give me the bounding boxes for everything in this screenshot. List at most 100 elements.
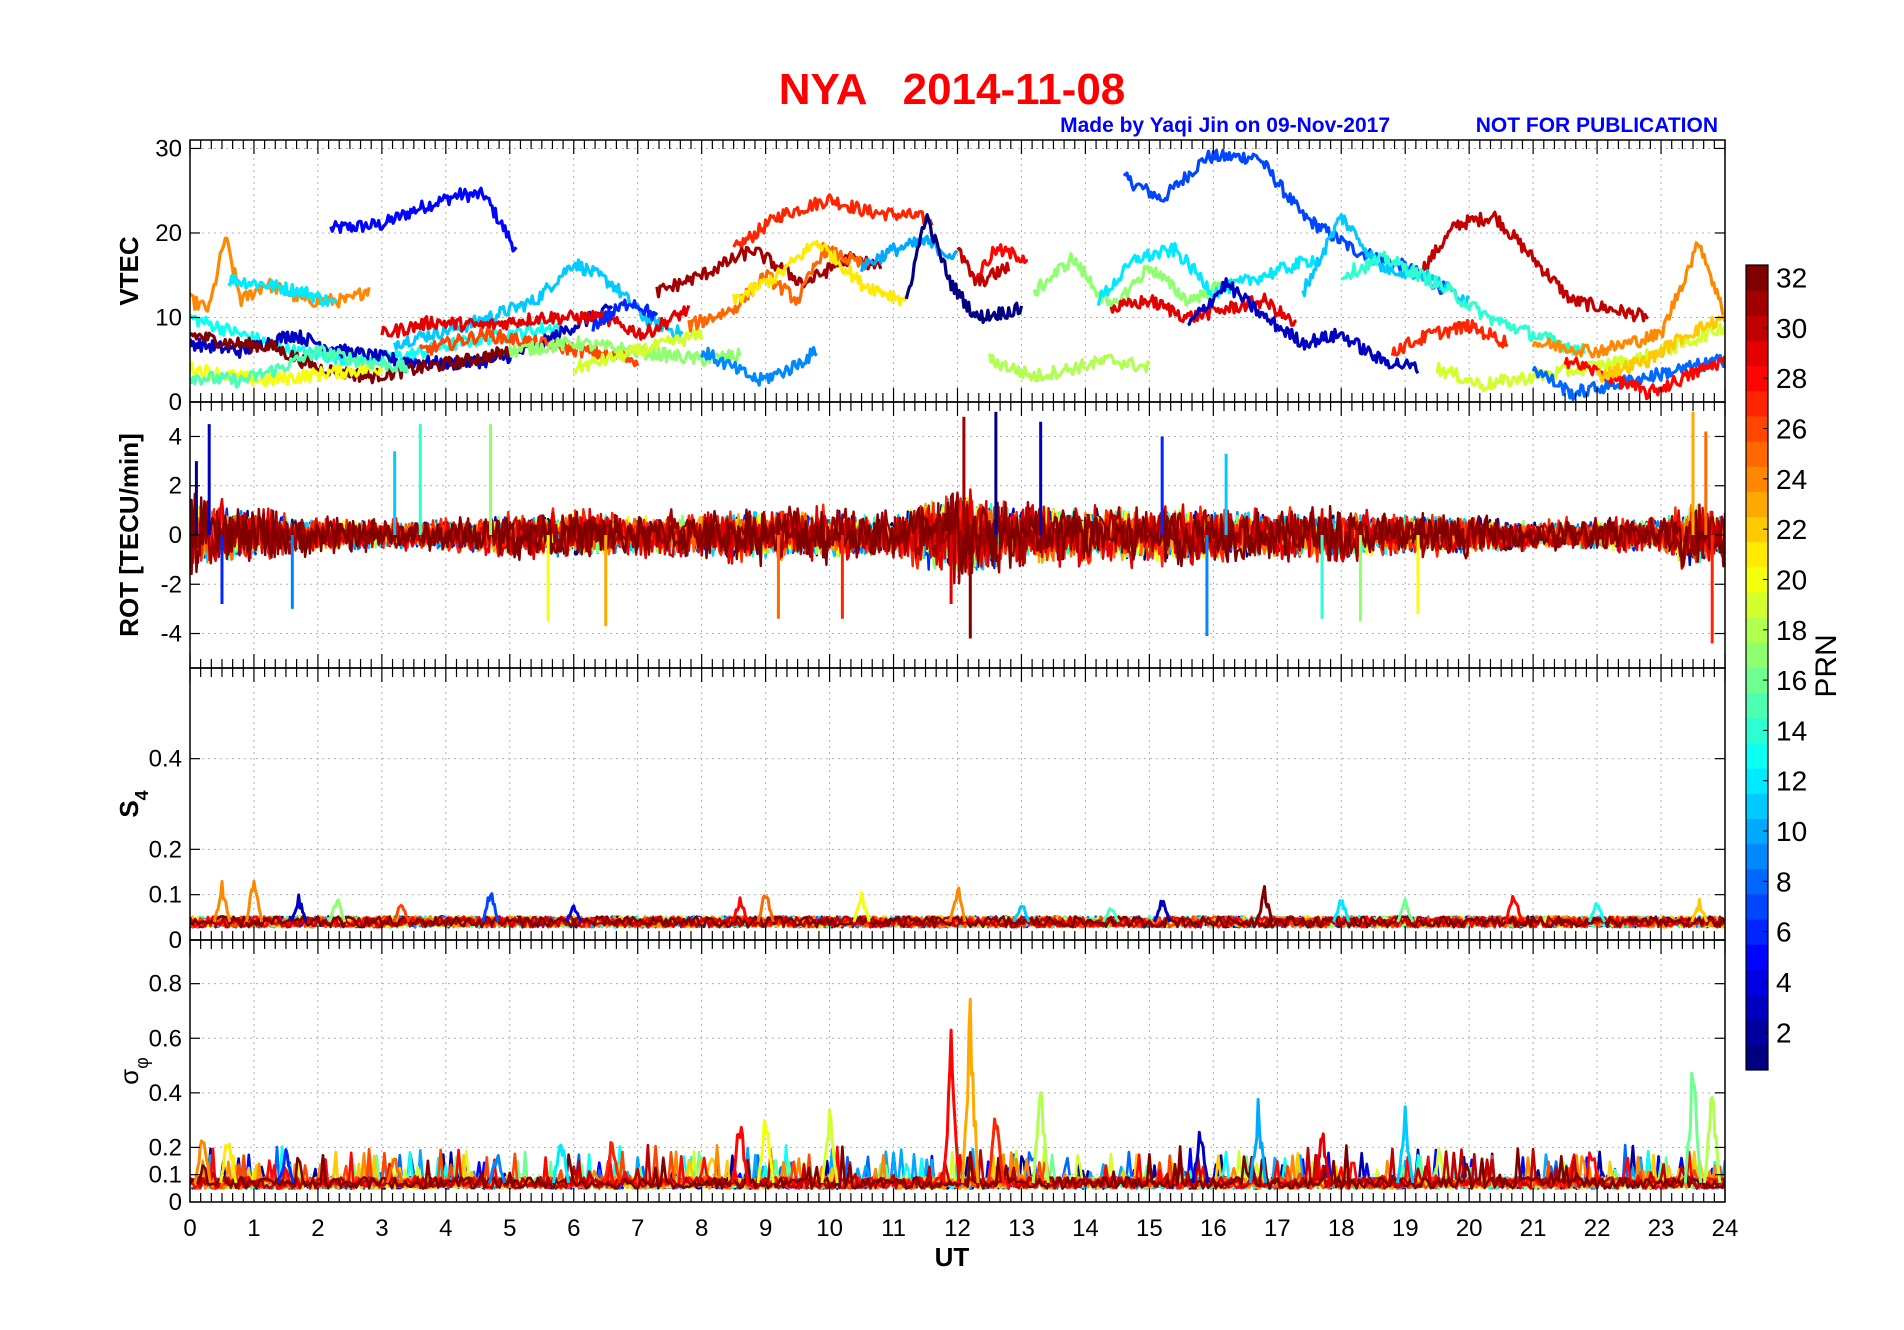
x-tick-label: 11 bbox=[881, 1215, 906, 1242]
s4-peak bbox=[1153, 899, 1172, 923]
y-axis-label: ROT [TECU/min] bbox=[114, 433, 144, 637]
colorbar-segment bbox=[1746, 868, 1768, 895]
vtec-series-prn-9 bbox=[700, 346, 818, 387]
colorbar-segment bbox=[1746, 390, 1768, 417]
s4-peak bbox=[1255, 885, 1274, 923]
sigma_phi-peak bbox=[820, 1108, 839, 1184]
sigma_phi-peak bbox=[276, 1148, 296, 1184]
x-tick-label: 15 bbox=[1136, 1215, 1163, 1242]
colorbar-tick-label: 20 bbox=[1776, 564, 1807, 595]
minor-ticks bbox=[189, 402, 1726, 668]
y-tick-label: 0 bbox=[169, 927, 182, 954]
sigma_phi-peak bbox=[756, 1118, 775, 1184]
y-tick-label: 0 bbox=[169, 389, 182, 416]
colorbar-tick-label: 6 bbox=[1776, 917, 1792, 948]
y-tick-label: 0.2 bbox=[149, 836, 182, 863]
vtec-series-prn-15 bbox=[190, 344, 410, 389]
y-tick-label: 2 bbox=[169, 473, 182, 500]
y-axis-label: σφ bbox=[114, 1057, 152, 1085]
colorbar-segment bbox=[1746, 843, 1768, 870]
y-tick-label: 0.2 bbox=[149, 1134, 182, 1161]
x-tick-label: 20 bbox=[1456, 1215, 1483, 1242]
x-tick-label: 21 bbox=[1520, 1215, 1547, 1242]
plot-area bbox=[190, 148, 1725, 402]
vtec-series-prn-27 bbox=[732, 193, 934, 251]
minor-ticks bbox=[189, 940, 1726, 1202]
colorbar-tick-label: 8 bbox=[1776, 866, 1792, 897]
colorbar-tick-label: 28 bbox=[1776, 363, 1807, 394]
sigma_phi-peak bbox=[1683, 1071, 1703, 1184]
x-tick-label: 22 bbox=[1584, 1215, 1611, 1242]
vtec-series-prn-32 bbox=[190, 331, 511, 385]
colorbar-segment bbox=[1746, 818, 1768, 845]
colorbar-segment bbox=[1746, 768, 1768, 794]
y-tick-label: 0.1 bbox=[149, 1162, 182, 1189]
colorbar-tick-label: 16 bbox=[1776, 665, 1807, 696]
s4-peak bbox=[212, 879, 232, 923]
s4-peak bbox=[756, 894, 775, 923]
x-tick-label: 18 bbox=[1328, 1215, 1355, 1242]
s4-peak bbox=[481, 892, 500, 923]
colorbar-segment bbox=[1746, 340, 1768, 367]
colorbar-tick-label: 10 bbox=[1776, 816, 1807, 847]
sigma_phi-peak bbox=[986, 1117, 1005, 1184]
colorbar-tick-label: 24 bbox=[1776, 464, 1807, 495]
vtec-series-prn-24 bbox=[190, 236, 371, 313]
panel-vtec: 0 10 20 30 VTEC bbox=[114, 135, 1726, 416]
colorbar-segment bbox=[1746, 441, 1768, 467]
x-tick-label: 16 bbox=[1200, 1215, 1227, 1242]
colorbar-segment bbox=[1746, 742, 1768, 769]
s4-peak bbox=[564, 904, 583, 923]
sigma_phi-peak bbox=[193, 1139, 212, 1184]
s4-peak bbox=[327, 898, 347, 923]
y-tick-label: 20 bbox=[155, 220, 182, 247]
plot-area bbox=[190, 997, 1725, 1190]
colorbar-segment bbox=[1746, 592, 1768, 618]
panel-rot: -4 -2 0 2 4 ROT [TECU/min] bbox=[114, 401, 1726, 669]
panel-s4: 0 0.1 0.2 0.4 S4 bbox=[114, 667, 1726, 954]
y-tick-label: 0 bbox=[169, 1189, 182, 1216]
y-tick-label: 0 bbox=[169, 522, 182, 549]
x-tick-label: 13 bbox=[1008, 1215, 1035, 1242]
sigma_phi-peak bbox=[961, 997, 980, 1183]
y-tick-label: 0.4 bbox=[149, 746, 182, 773]
s4-series-prn-32 bbox=[190, 915, 1725, 929]
sigma_phi-peak bbox=[1396, 1105, 1415, 1184]
sigma_phi-series-prn-32 bbox=[190, 1144, 1725, 1190]
vtec-series-prn-10 bbox=[860, 234, 959, 273]
x-tick-label: 6 bbox=[567, 1215, 580, 1242]
sigma_phi-peak bbox=[602, 1141, 622, 1184]
colorbar-segment bbox=[1746, 617, 1768, 643]
x-tick-label: 7 bbox=[631, 1215, 644, 1242]
sigma_phi-peak bbox=[551, 1143, 571, 1184]
x-tick-label: 14 bbox=[1072, 1215, 1099, 1242]
x-tick-label: 3 bbox=[375, 1215, 388, 1242]
x-tick-label: 8 bbox=[695, 1215, 708, 1242]
colorbar-segment bbox=[1746, 717, 1768, 744]
vtec-series-prn-19 bbox=[572, 327, 704, 375]
sigma_phi-peak bbox=[385, 1157, 404, 1184]
x-tick-label: 2 bbox=[311, 1215, 324, 1242]
y-tick-label: 30 bbox=[155, 135, 182, 162]
vtec-series-prn-25 bbox=[687, 241, 870, 333]
x-tick-label: 12 bbox=[944, 1215, 971, 1242]
colorbar-segment bbox=[1746, 667, 1768, 694]
colorbar-tick-label: 14 bbox=[1776, 715, 1807, 746]
minor-ticks bbox=[189, 140, 1726, 402]
figure-title: NYA 2014-11-08 bbox=[779, 65, 1126, 114]
s4-peak bbox=[1396, 897, 1415, 923]
colorbar-segment bbox=[1746, 566, 1768, 593]
sigma_phi-peak bbox=[1191, 1130, 1210, 1184]
sigma_phi-peak bbox=[730, 1125, 750, 1184]
s4-peak bbox=[852, 891, 871, 923]
x-tick-label: 24 bbox=[1712, 1215, 1739, 1242]
rot-series-prn-32 bbox=[190, 492, 1725, 575]
vtec-series-prn-12 bbox=[227, 274, 339, 307]
colorbar-tick-label: 2 bbox=[1776, 1017, 1792, 1048]
sigma_phi-peak bbox=[941, 1028, 961, 1184]
colorbar-segment bbox=[1746, 265, 1768, 291]
colorbar-label: PRN bbox=[1810, 634, 1843, 697]
vtec-series-prn-22 bbox=[1595, 314, 1725, 383]
